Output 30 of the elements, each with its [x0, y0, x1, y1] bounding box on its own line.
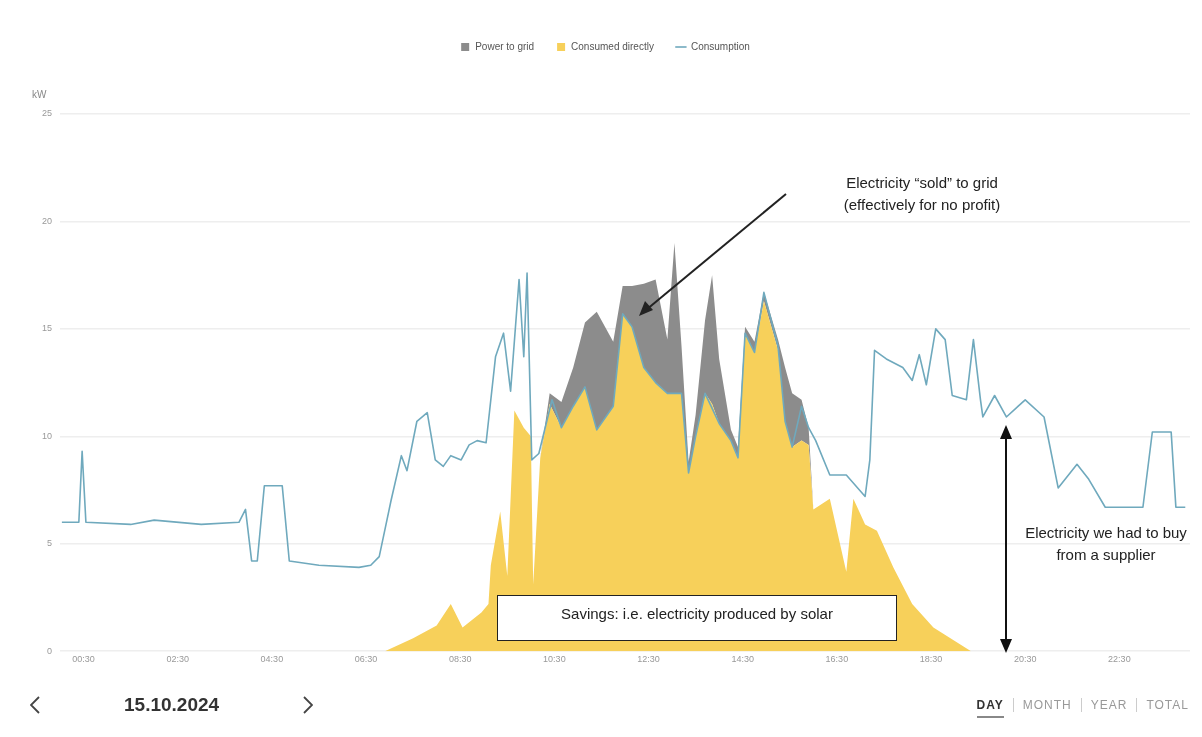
x-tick-label: 02:30 — [166, 654, 189, 665]
x-tick-label: 00:30 — [72, 654, 95, 665]
y-tick-label: 15 — [41, 323, 52, 334]
x-tick-label: 16:30 — [825, 654, 849, 665]
text: DAY — [976, 698, 1004, 718]
legend-label: Power to grid — [475, 40, 535, 52]
x-tick-label: 12:30 — [637, 654, 660, 665]
x-tick-label: 20:30 — [1013, 654, 1037, 665]
x-tick-label: 18:30 — [919, 654, 943, 665]
text: MONTH — [1022, 698, 1072, 714]
text: YEAR — [1090, 698, 1128, 714]
annotation: Electricity “sold” to grid (effectively for no profit) — [843, 174, 1001, 213]
y-tick-label: 5 — [46, 538, 52, 549]
y-axis-title: kW — [32, 88, 47, 100]
legend-label: Consumed directly — [571, 40, 654, 52]
text: TOTAL — [1146, 698, 1189, 714]
x-tick-label: 04:30 — [260, 654, 284, 665]
y-tick-label: 0 — [46, 645, 52, 656]
x-tick-label: 06:30 — [354, 654, 378, 665]
x-tick-label: 22:30 — [1108, 654, 1131, 665]
x-tick-label: 14:30 — [731, 654, 754, 665]
y-tick-label: 20 — [41, 215, 52, 226]
annotation: Electricity we had to buy from a supplier — [1025, 524, 1187, 563]
y-tick-label: 25 — [41, 108, 52, 119]
x-tick-label: 10:30 — [543, 654, 566, 665]
y-tick-label: 10 — [41, 430, 52, 441]
text: 15.10.2024 — [124, 694, 220, 716]
annotation: Savings: i.e. electricity produced by solar — [561, 605, 833, 622]
legend-label: Consumption — [690, 40, 750, 52]
x-tick-label: 08:30 — [448, 654, 472, 665]
